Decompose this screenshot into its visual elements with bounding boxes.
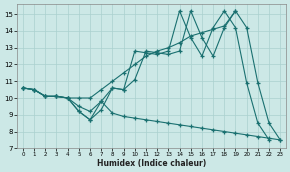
X-axis label: Humidex (Indice chaleur): Humidex (Indice chaleur) xyxy=(97,159,206,168)
